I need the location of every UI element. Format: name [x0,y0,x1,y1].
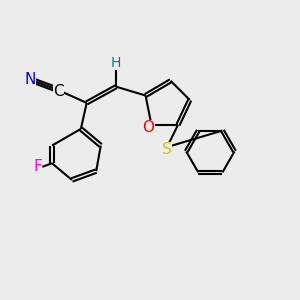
Text: O: O [142,120,154,135]
Text: N: N [25,72,36,87]
Text: H: H [111,56,121,70]
Text: C: C [53,84,64,99]
Text: F: F [34,159,42,174]
Text: S: S [162,142,172,158]
